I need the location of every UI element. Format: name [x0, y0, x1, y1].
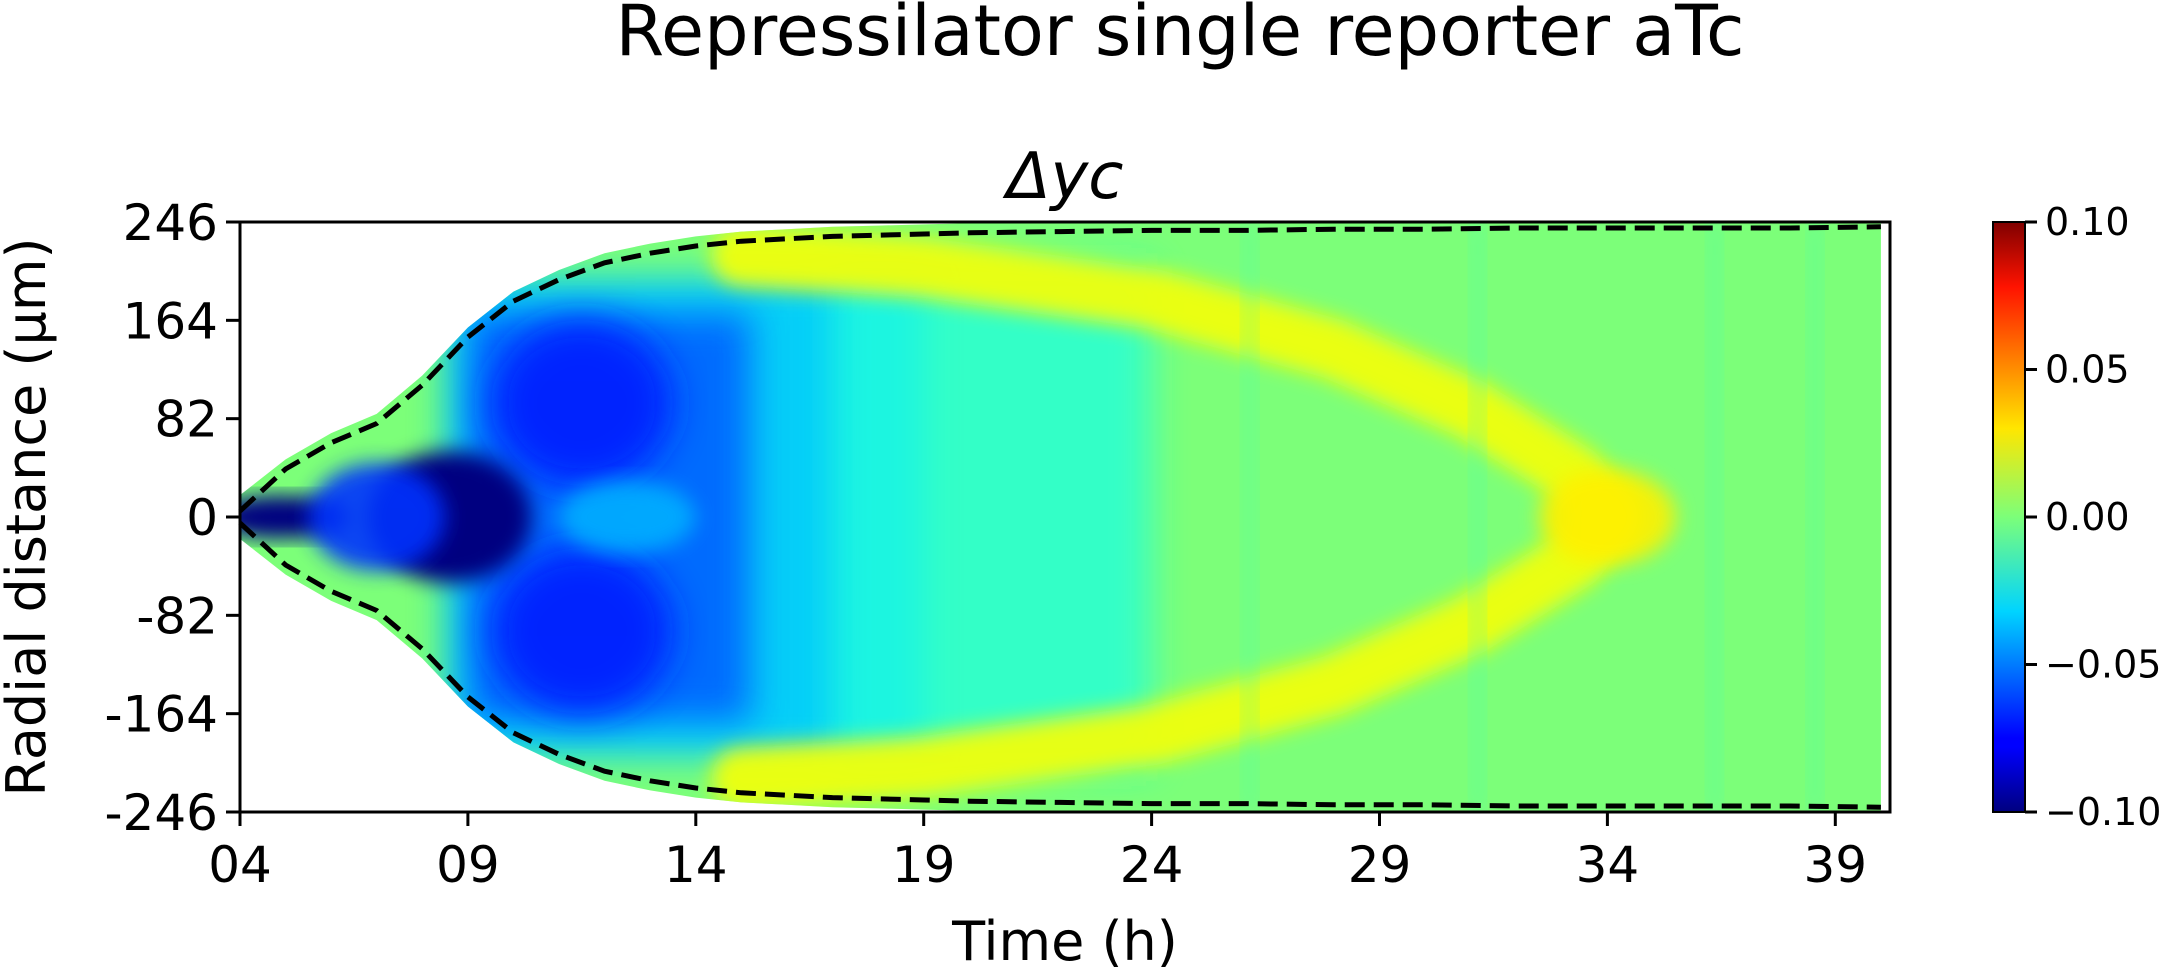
- y-axis-label: Radial distance (μm): [0, 237, 58, 796]
- y-tick-label: -246: [105, 784, 218, 842]
- y-tick-label: -82: [136, 587, 218, 645]
- stripe-3: [1807, 222, 1822, 812]
- stripe-0: [1242, 222, 1257, 812]
- band-lightgreen: [832, 265, 1152, 769]
- colorbar-tick-label: −0.10: [2045, 790, 2161, 834]
- heatmap: [240, 222, 1881, 812]
- y-tick-label: 164: [123, 292, 218, 350]
- x-tick-label: 14: [664, 836, 728, 894]
- x-tick-label: 39: [1803, 836, 1867, 894]
- stripe-2: [1707, 222, 1722, 812]
- x-tick-label: 09: [436, 836, 500, 894]
- blob-blue-upper: [490, 319, 674, 488]
- heatmap-features: [240, 222, 1822, 812]
- colorbar: [1992, 221, 2026, 813]
- x-tick-label: 04: [208, 836, 272, 894]
- colony-edge-lower: [238, 521, 1881, 810]
- x-tick-label: 19: [892, 836, 956, 894]
- x-axis: 04 09 14 19 24 29 34 39: [208, 812, 1867, 894]
- colorbar-tick-label: −0.05: [2045, 643, 2161, 687]
- y-tick-label: 246: [123, 194, 218, 252]
- axes-title: Δyc: [1002, 140, 1124, 214]
- blue-bridge: [308, 463, 446, 571]
- x-tick-label: 24: [1120, 836, 1184, 894]
- y-tick-label: -164: [105, 686, 218, 744]
- colorbar-axis: 0.10 0.05 0.00 −0.05 −0.10: [2025, 200, 2161, 834]
- y-tick-label: 0: [186, 489, 218, 547]
- tip-yellow: [1539, 469, 1676, 565]
- colony-edge-upper: [238, 224, 1881, 513]
- x-tick-label: 29: [1348, 836, 1412, 894]
- y-tick-label: 82: [154, 391, 218, 449]
- x-axis-label: Time (h): [951, 910, 1178, 973]
- x-tick-label: 34: [1576, 836, 1640, 894]
- colorbar-tick-label: 0.00: [2045, 495, 2130, 539]
- blob-center-cyan: [559, 481, 696, 553]
- blob-blue-lower: [490, 546, 674, 715]
- colorbar-tick-label: 0.10: [2045, 200, 2130, 244]
- stripe-1: [1470, 222, 1485, 812]
- figure-title: Repressilator single reporter aTc: [616, 0, 1745, 72]
- y-axis: 246 164 82 0 -82 -164 -246: [105, 194, 240, 842]
- colorbar-tick-label: 0.05: [2045, 348, 2130, 392]
